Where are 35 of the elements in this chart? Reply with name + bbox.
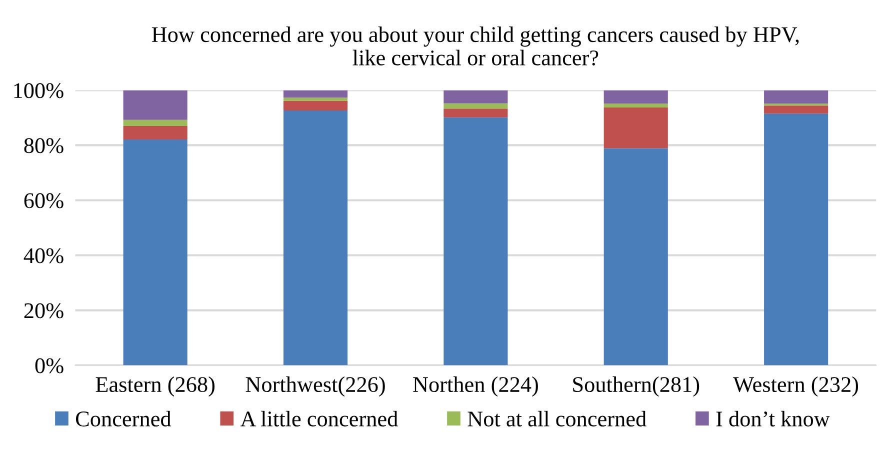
- bar: [444, 90, 508, 104]
- x-tick-label: Southern(281): [573, 376, 700, 397]
- y-tick-label: 100%: [14, 83, 64, 98]
- legend-label: Concerned: [76, 410, 172, 426]
- legend-label: Not at all concerned: [468, 410, 646, 426]
- y-tick-label: 0%: [35, 358, 64, 374]
- bar: [604, 90, 668, 104]
- legend-label: I don’t know: [716, 410, 830, 426]
- y-tick-label: 20%: [24, 303, 64, 318]
- bar: [283, 100, 348, 111]
- chart-title: How concerned are you about your child getting cancers caused by HPV, like cervical or oral cancer?: [152, 26, 799, 66]
- bar: [764, 114, 828, 366]
- bar: [123, 126, 188, 140]
- y-tick-label: 40%: [24, 248, 64, 264]
- legend-label: A little concerned: [240, 410, 398, 426]
- bar: [604, 108, 668, 148]
- x-tick-label: Western (232): [733, 376, 858, 397]
- x-tick-label: Eastern (268): [96, 376, 215, 397]
- bar: [604, 148, 668, 366]
- bar: [444, 108, 508, 118]
- x-tick-label: Northwest(226): [246, 376, 385, 397]
- bar: [123, 139, 188, 366]
- bar: [764, 106, 828, 114]
- bar: [283, 110, 348, 366]
- bar: [283, 90, 348, 98]
- bar: [444, 103, 508, 109]
- bar: [123, 90, 188, 120]
- y-tick-label: 60%: [24, 193, 64, 208]
- y-tick-label: 80%: [24, 138, 64, 154]
- bar: [444, 117, 508, 366]
- x-tick-label: Northen (224): [413, 376, 538, 397]
- bar: [764, 90, 828, 104]
- bar: [604, 104, 668, 108]
- bar: [283, 98, 348, 101]
- bar: [123, 120, 188, 126]
